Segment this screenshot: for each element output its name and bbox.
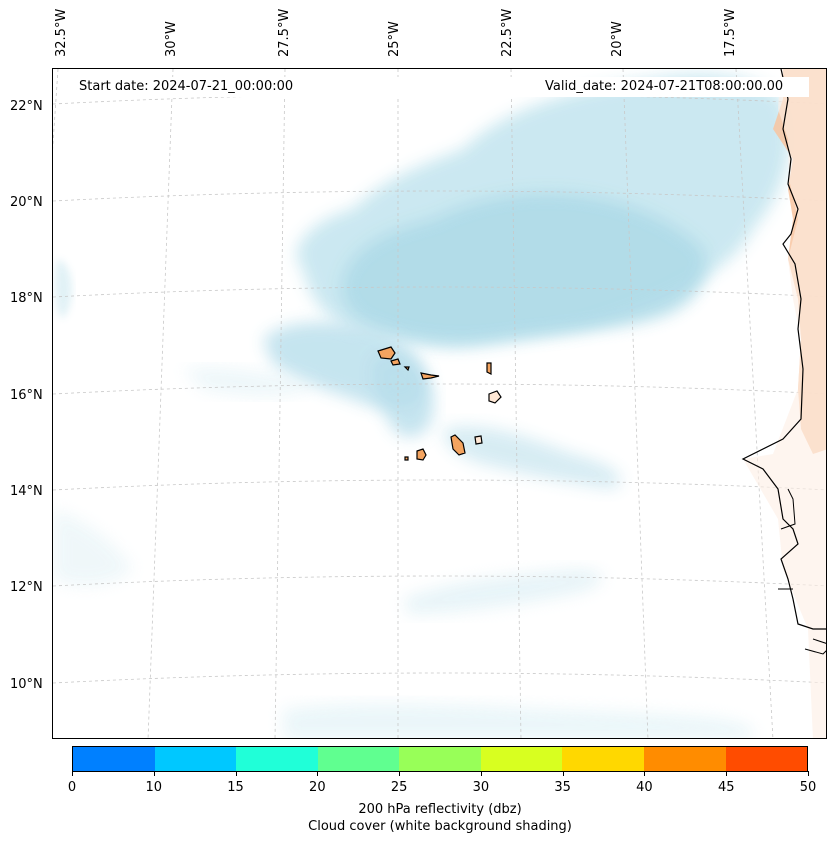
map-canvas: [53, 69, 826, 738]
colorbar-tick-mark-0: [72, 771, 73, 776]
island-santo-antao: [377, 346, 396, 360]
colorbar-tick-label-9: 50: [799, 780, 817, 795]
gridline-lat-12n: [53, 575, 826, 587]
colorbar-tick-label-8: 45: [717, 780, 735, 795]
cloud-band-islands: [372, 356, 434, 438]
colorbar-segment-5: [480, 747, 563, 771]
colorbar-tick-label-2: 15: [227, 780, 244, 795]
lon-label-22-5w: 22.5°W: [500, 8, 515, 57]
lat-label-10n: 10°N: [10, 677, 43, 692]
colorbar-tick-mark-3: [317, 771, 319, 776]
gridline-lon-17-5w: [735, 69, 774, 738]
gridline-lon-27-5w: [274, 69, 286, 738]
africa-land-fill: [743, 69, 826, 738]
lon-label-20w: 20°W: [610, 21, 625, 57]
graticule: [53, 69, 826, 738]
colorbar-tick-mark-5: [480, 771, 482, 776]
gridline-lon-30w: [147, 69, 174, 738]
gridline-lat-18n: [53, 286, 826, 298]
start-date-label: Start date: 2024-07-21_00:00:00: [79, 79, 294, 94]
cloud-wisp-south: [403, 569, 603, 614]
colorbar-segment-3: [317, 747, 400, 771]
colorbar-tick-label-4: 25: [390, 780, 408, 795]
colorbar-tick-label-6: 35: [554, 780, 571, 795]
colorbar-segment-2: [236, 747, 318, 771]
island-fogo: [416, 448, 427, 461]
gridline-lat-16n: [53, 383, 826, 395]
africa-coast-detail: [778, 488, 826, 655]
lon-label-25w: 25°W: [387, 21, 402, 57]
island-sao-nicolau: [420, 372, 440, 380]
island-santiago: [450, 434, 466, 456]
africa-land: [741, 69, 826, 738]
cloud-cover-shading: [53, 74, 790, 738]
gridline-lat-20n: [53, 190, 826, 202]
valid-date-label: Valid_date: 2024-07-21T08:00:00.00: [545, 79, 784, 94]
gridline-lon-22-5w: [510, 69, 522, 738]
colorbar-label-line1: 200 hPa reflectivity (dbz): [358, 802, 522, 817]
gridline-lon-20w: [622, 69, 649, 738]
lat-label-16n: 16°N: [10, 388, 43, 403]
gridline-lon-32-5w: [53, 69, 59, 150]
colorbar-tick-label-7: 40: [636, 780, 653, 795]
island-maio: [474, 435, 483, 445]
colorbar-segment-4: [399, 747, 481, 771]
colorbar-segment-0: [73, 747, 155, 771]
colorbar-tick-label-1: 10: [145, 780, 163, 795]
gridline-lat-14n: [53, 479, 826, 491]
island-boa-vista: [488, 390, 502, 404]
colorbar-tick-mark-2: [235, 771, 237, 776]
lat-label-20n: 20°N: [10, 195, 43, 210]
lat-label-14n: 14°N: [10, 484, 43, 499]
lat-label-12n: 12°N: [10, 580, 43, 595]
lon-label-32-5w: 32.5°W: [54, 8, 69, 57]
cloud-wisp-sw: [53, 509, 133, 586]
colorbar-tick-mark-6: [562, 771, 564, 776]
island-sal: [486, 362, 492, 375]
colorbar-segment-8: [725, 747, 808, 771]
colorbar-tick-label-5: 30: [472, 780, 490, 795]
colorbar-tick-mark-1: [153, 771, 155, 776]
lon-label-27-5w: 27.5°W: [277, 8, 292, 57]
colorbar-tick-mark-8: [726, 771, 728, 776]
island-santa-luzia: [403, 366, 410, 372]
map-panel[interactable]: Start date: 2024-07-21_00:00:00 Valid_da…: [52, 68, 827, 739]
colorbar-tick-label-3: 20: [309, 780, 326, 795]
colorbar-segment-6: [562, 747, 644, 771]
colorbar-segment-1: [154, 747, 237, 771]
africa-coastline: [741, 69, 826, 630]
reflectivity-colorbar: [72, 746, 808, 772]
island-sao-vicente: [390, 358, 401, 366]
cloud-mass-core: [341, 192, 706, 343]
lat-label-18n: 18°N: [10, 291, 43, 306]
cloud-band-southeast: [443, 426, 621, 489]
cloud-wisp-nw: [54, 259, 73, 319]
lon-label-17-5w: 17.5°W: [723, 8, 738, 57]
colorbar-tick-mark-7: [644, 771, 646, 776]
cape-verde-islands: [377, 346, 502, 461]
gridline-lat-10n: [53, 672, 826, 684]
lon-label-30w: 30°W: [164, 21, 179, 57]
info-bar-bg: [71, 77, 809, 97]
island-brava: [404, 456, 409, 461]
colorbar-tick-mark-9: [808, 771, 809, 776]
colorbar-tick-mark-4: [399, 771, 401, 776]
colorbar-label-line2: Cloud cover (white background shading): [308, 819, 572, 834]
colorbar-tick-label-0: 0: [67, 780, 77, 795]
gridline-lat-22n: [53, 93, 826, 105]
colorbar-segment-7: [643, 747, 726, 771]
cloud-wisp-far-south: [283, 703, 753, 738]
lat-label-22n: 22°N: [10, 99, 43, 114]
